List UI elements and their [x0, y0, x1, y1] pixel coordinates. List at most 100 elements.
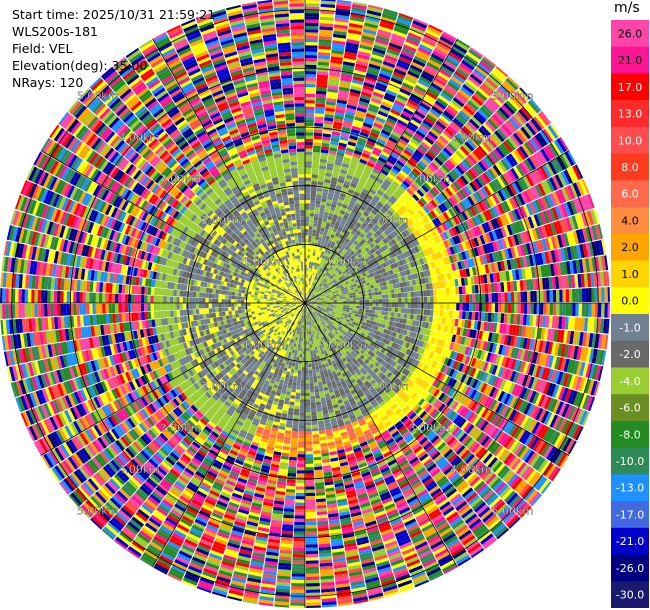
velocity-gate — [381, 290, 385, 295]
velocity-gate — [312, 265, 315, 269]
velocity-gate — [362, 299, 366, 303]
velocity-gate — [305, 90, 316, 94]
velocity-gate — [305, 171, 312, 175]
velocity-gate — [371, 310, 376, 314]
velocity-gate — [459, 303, 463, 311]
velocity-gate — [349, 162, 358, 168]
velocity-gate — [326, 97, 337, 103]
velocity-gate — [335, 4, 351, 10]
velocity-gate — [311, 278, 315, 283]
velocity-gate — [307, 277, 309, 281]
velocity-gate — [328, 150, 337, 155]
velocity-gate — [562, 303, 567, 316]
velocity-gate — [442, 310, 447, 318]
velocity-gate — [367, 66, 380, 73]
velocity-gate — [352, 122, 363, 129]
velocity-gate — [319, 233, 324, 238]
velocity-gate — [423, 309, 428, 316]
velocity-gate — [517, 291, 521, 303]
velocity-gate — [367, 4, 383, 11]
velocity-gate — [321, 139, 331, 144]
velocity-gate — [365, 72, 378, 80]
velocity-gate — [334, 20, 349, 26]
velocity-gate — [317, 223, 322, 228]
velocity-gate — [340, 132, 350, 138]
velocity-gate — [472, 294, 476, 303]
velocity-gate — [335, 105, 346, 111]
velocity-gate — [356, 305, 360, 309]
velocity-gate — [311, 171, 319, 175]
velocity-gate — [366, 9, 382, 17]
velocity-gate — [308, 281, 311, 285]
velocity-gate — [351, 156, 360, 162]
velocity-gate — [313, 245, 317, 250]
velocity-gate — [333, 24, 348, 30]
velocity-gate — [318, 42, 332, 47]
velocity-gate — [326, 219, 332, 224]
velocity-gate — [316, 226, 321, 231]
velocity-gate — [404, 292, 408, 298]
velocity-gate — [417, 303, 421, 309]
velocity-gate — [310, 203, 316, 208]
velocity-gate — [400, 292, 405, 298]
velocity-gate — [575, 303, 579, 317]
velocity-gate — [308, 287, 311, 292]
velocity-gate — [327, 216, 333, 221]
velocity-gate — [362, 122, 373, 129]
velocity-gate — [320, 201, 327, 206]
velocity-gate — [305, 261, 308, 265]
velocity-gate — [363, 119, 374, 126]
velocity-gate — [325, 107, 336, 113]
velocity-gate — [381, 13, 397, 21]
velocity-gate — [337, 148, 346, 154]
velocity-gate — [397, 292, 402, 298]
velocity-gate — [309, 261, 312, 266]
velocity-gate — [385, 303, 389, 308]
velocity-gate — [319, 254, 324, 259]
velocity-gate — [338, 86, 350, 92]
velocity-gate — [581, 288, 586, 302]
velocity-gate — [315, 266, 319, 271]
velocity-gate — [324, 175, 332, 181]
velocity-gate — [366, 109, 378, 117]
velocity-gate — [331, 173, 339, 179]
velocity-gate — [371, 291, 376, 296]
velocity-gate — [336, 151, 345, 157]
velocity-gate — [365, 113, 376, 120]
velocity-gate — [310, 190, 317, 195]
velocity-gate — [468, 285, 473, 294]
velocity-gate — [309, 255, 313, 259]
velocity-gate — [334, 208, 341, 213]
velocity-gate — [312, 164, 319, 169]
velocity-gate — [588, 303, 592, 317]
ppi-velocity-plot: 1.00km1.00km1.00km1.00km2.00km2.00km2.00… — [0, 0, 610, 608]
velocity-gate — [308, 271, 310, 275]
velocity-gate — [305, 283, 307, 288]
velocity-gate — [353, 300, 357, 303]
velocity-gate — [343, 305, 347, 308]
velocity-gate — [359, 97, 370, 104]
velocity-gate — [349, 91, 361, 98]
velocity-gate — [305, 190, 311, 194]
velocity-gate — [328, 78, 340, 84]
velocity-gate — [526, 291, 531, 303]
velocity-gate — [313, 138, 322, 143]
velocity-gate — [378, 25, 393, 33]
field-text: Field: VEL — [12, 41, 73, 56]
velocity-gate — [556, 303, 560, 316]
velocity-gate — [308, 277, 311, 282]
velocity-gate — [336, 297, 340, 300]
velocity-gate — [365, 299, 370, 303]
velocity-gate — [305, 238, 309, 243]
velocity-gate — [315, 103, 326, 108]
velocity-gate — [324, 228, 329, 233]
velocity-gate — [326, 166, 334, 171]
velocity-gate — [318, 168, 326, 173]
velocity-gate — [305, 232, 309, 236]
velocity-gate — [319, 23, 334, 28]
velocity-gate — [332, 37, 346, 42]
velocity-gate — [350, 159, 359, 165]
velocity-gate — [322, 188, 329, 193]
velocity-gate — [352, 305, 357, 309]
velocity-gate — [328, 189, 335, 195]
